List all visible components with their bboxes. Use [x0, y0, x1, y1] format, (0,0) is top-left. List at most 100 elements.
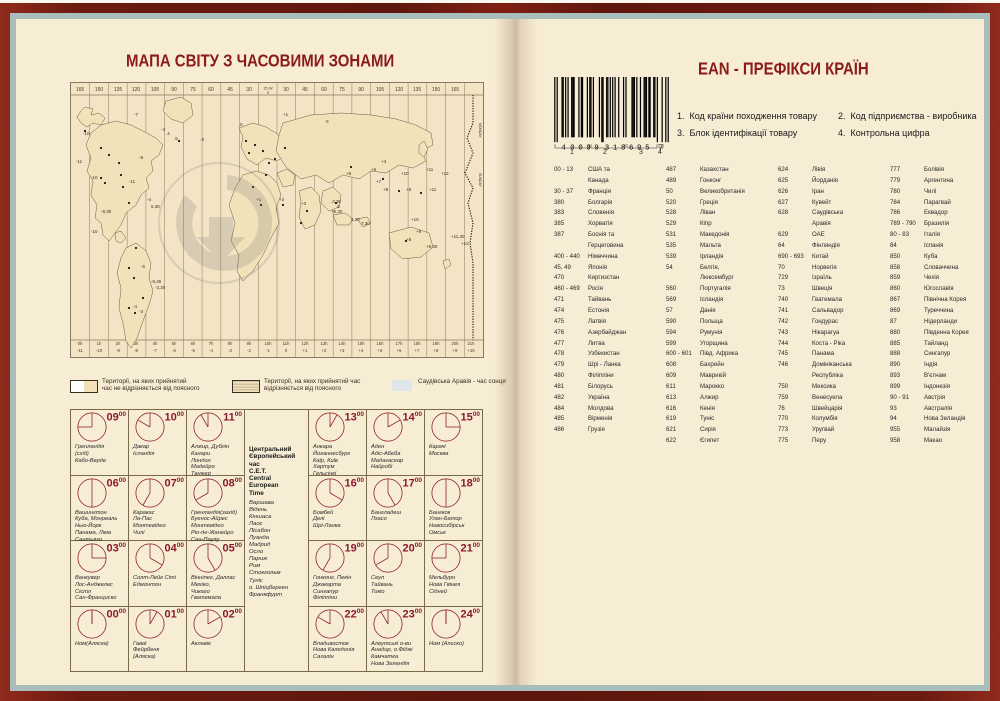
- svg-text:-10: -10: [96, 348, 103, 353]
- svg-text:+9,30: +9,30: [426, 244, 438, 249]
- svg-text:21h: 21h: [467, 341, 475, 346]
- svg-text:MONDAY: MONDAY: [478, 123, 482, 138]
- svg-text:15h: 15h: [357, 341, 365, 346]
- svg-text:17h: 17h: [395, 341, 403, 346]
- svg-text:-7: -7: [134, 112, 138, 117]
- svg-text:10h: 10h: [264, 341, 272, 346]
- svg-text:+2: +2: [279, 197, 285, 202]
- svg-text:-3,30: -3,30: [155, 285, 166, 290]
- svg-text:60: 60: [321, 87, 327, 93]
- svg-text:135: 135: [413, 87, 422, 93]
- svg-text:120: 120: [132, 87, 141, 93]
- svg-text:+4: +4: [359, 348, 365, 353]
- svg-text:-10: -10: [91, 229, 98, 234]
- svg-text:90: 90: [171, 87, 177, 93]
- svg-text:120: 120: [395, 87, 404, 93]
- svg-text:-6: -6: [172, 348, 176, 353]
- svg-text:2h: 2h: [116, 341, 121, 346]
- svg-text:+4: +4: [381, 159, 387, 164]
- svg-text:-2: -2: [247, 348, 251, 353]
- svg-text:105: 105: [151, 87, 160, 93]
- svg-text:9h: 9h: [247, 341, 252, 346]
- svg-text:.5: .5: [336, 204, 340, 209]
- svg-text:-8: -8: [139, 155, 143, 160]
- svg-text:SUNDAY: SUNDAY: [478, 173, 482, 188]
- svg-text:0h: 0h: [78, 341, 83, 346]
- svg-text:-7: -7: [153, 348, 157, 353]
- svg-text:+11: +11: [429, 187, 437, 192]
- svg-text:-8: -8: [134, 348, 138, 353]
- svg-text:75: 75: [339, 87, 345, 93]
- svg-text:+9: +9: [453, 348, 459, 353]
- svg-text:8h: 8h: [228, 341, 233, 346]
- svg-text:+11: +11: [426, 167, 434, 172]
- svg-text:-3: -3: [228, 348, 232, 353]
- svg-text:-1: -1: [266, 348, 270, 353]
- svg-text:+10: +10: [467, 348, 475, 353]
- svg-text:+10: +10: [411, 217, 419, 222]
- svg-text:+13: +13: [461, 241, 469, 246]
- svg-text:0: 0: [285, 348, 288, 353]
- svg-text:-4: -4: [147, 197, 151, 202]
- svg-text:-10: -10: [91, 175, 98, 180]
- svg-text:20h: 20h: [451, 341, 459, 346]
- svg-text:+12: +12: [441, 171, 449, 176]
- svg-text:150: 150: [432, 87, 441, 93]
- svg-text:-4: -4: [209, 348, 213, 353]
- svg-text:+11,30: +11,30: [451, 234, 465, 239]
- svg-text:-4: -4: [161, 127, 165, 132]
- svg-text:-4: -4: [133, 304, 137, 309]
- svg-text:+6: +6: [371, 167, 377, 172]
- svg-text:90: 90: [358, 87, 364, 93]
- svg-text:45: 45: [227, 87, 233, 93]
- svg-text:.4: .4: [166, 131, 170, 136]
- svg-text:19h: 19h: [432, 341, 440, 346]
- svg-text:6,30: 6,30: [351, 217, 360, 222]
- svg-text:-5: -5: [141, 264, 145, 269]
- svg-text:0: 0: [267, 90, 270, 95]
- svg-text:+1: +1: [303, 348, 309, 353]
- svg-text:105: 105: [376, 87, 385, 93]
- svg-text:-3: -3: [200, 137, 204, 142]
- svg-text:4h: 4h: [153, 341, 158, 346]
- svg-text:11h: 11h: [283, 341, 290, 346]
- svg-text:-9,30: -9,30: [101, 209, 112, 214]
- svg-text:+7: +7: [376, 179, 382, 184]
- svg-text:60: 60: [208, 87, 214, 93]
- svg-text:+5,30: +5,30: [331, 209, 343, 214]
- svg-text:5,30: 5,30: [151, 204, 160, 209]
- svg-text:+8: +8: [434, 348, 440, 353]
- svg-text:75: 75: [190, 87, 196, 93]
- svg-text:-5: -5: [191, 348, 195, 353]
- svg-text:-11: -11: [129, 179, 136, 184]
- svg-text:165: 165: [451, 87, 460, 93]
- svg-text:1h: 1h: [97, 341, 102, 346]
- svg-text:-9: -9: [116, 348, 120, 353]
- svg-text:+9: +9: [406, 187, 412, 192]
- svg-text:+6: +6: [397, 348, 403, 353]
- svg-text:-10: -10: [83, 131, 90, 136]
- svg-text:+8: +8: [383, 187, 389, 192]
- svg-text:45: 45: [302, 87, 308, 93]
- svg-text:-3: -3: [139, 309, 143, 314]
- svg-text:6h: 6h: [191, 341, 196, 346]
- svg-text:-11: -11: [76, 159, 83, 164]
- svg-text:0: 0: [240, 122, 243, 127]
- svg-text:+8: +8: [346, 171, 352, 176]
- svg-text:+3: +3: [301, 201, 307, 206]
- svg-text:+7: +7: [415, 348, 421, 353]
- svg-text:+3: +3: [340, 348, 346, 353]
- svg-text:30: 30: [283, 87, 289, 93]
- svg-text:7,30: 7,30: [361, 221, 370, 226]
- svg-text:+2: +2: [322, 348, 328, 353]
- svg-text:.5: .5: [174, 136, 178, 141]
- svg-text:135: 135: [114, 87, 123, 93]
- svg-text:5h: 5h: [172, 341, 177, 346]
- svg-text:16h: 16h: [376, 341, 384, 346]
- svg-text:12h: 12h: [301, 341, 309, 346]
- svg-text:+5: +5: [378, 348, 384, 353]
- svg-text:150: 150: [95, 87, 104, 93]
- svg-text:30: 30: [246, 87, 252, 93]
- svg-text:7h: 7h: [209, 341, 214, 346]
- svg-text:-9,45: -9,45: [151, 279, 162, 284]
